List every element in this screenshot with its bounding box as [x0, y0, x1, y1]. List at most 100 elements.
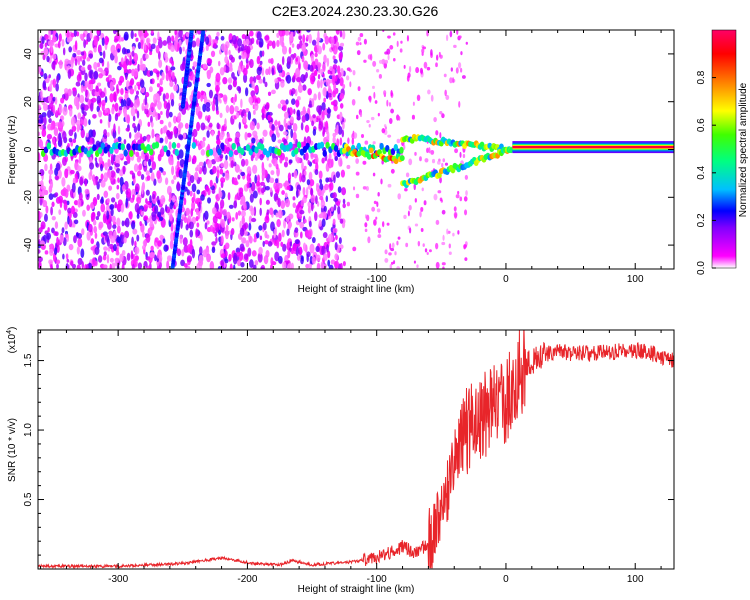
spectrogram-cell: [134, 240, 137, 247]
spectrogram-cell: [319, 141, 325, 149]
spectrogram-cell: [299, 172, 303, 183]
spectrogram-cell: [205, 185, 210, 192]
spectrogram-cell: [119, 169, 124, 177]
spectrogram-cell: [109, 93, 114, 103]
spectrogram-cell: [310, 76, 315, 85]
spectrogram-cell: [237, 259, 242, 267]
spectrogram-cell: [302, 106, 306, 115]
spectrogram-cell: [61, 227, 65, 234]
spectrogram-cell: [224, 55, 229, 64]
spectrogram-cell: [392, 57, 396, 62]
spectrogram-cell: [435, 261, 440, 269]
spectrogram-cell: [206, 82, 211, 88]
spectrogram-cell: [319, 196, 324, 201]
spectrogram-cell: [259, 60, 263, 65]
spectrogram-cell: [73, 219, 79, 225]
spectrogram-cell: [52, 104, 56, 115]
spectrogram-cell: [200, 149, 206, 156]
spectrogram-cell: [178, 169, 183, 179]
x-tick-label: -300: [108, 274, 128, 285]
spectrogram-cell: [307, 206, 311, 214]
spectrogram-cell: [168, 121, 172, 128]
spectrogram-cell: [251, 137, 256, 144]
spectrogram-cell: [71, 125, 77, 132]
spectrogram-cell: [334, 128, 339, 136]
spectrogram-cell: [132, 115, 136, 122]
spectrogram-cell: [83, 39, 87, 49]
spectrogram-cell: [315, 245, 320, 253]
spectrogram-cell: [154, 141, 160, 149]
spectrogram-cell: [214, 231, 218, 238]
spectrogram-cell: [86, 57, 91, 62]
spectrogram-cell: [322, 130, 325, 137]
spectrogram-cell: [390, 148, 396, 156]
spectrogram-cell: [322, 149, 327, 157]
spectrogram-cell: [211, 241, 217, 246]
spectrogram-cell: [137, 262, 143, 269]
spectrogram-cell: [86, 204, 91, 211]
spectrogram-cell: [261, 106, 265, 115]
spectrogram-cell: [240, 261, 245, 268]
spectrogram-cell: [271, 89, 276, 95]
spectrogram-cell: [49, 180, 54, 189]
spectrogram-cell: [176, 160, 180, 168]
spectrogram-cell: [182, 132, 187, 139]
spectrogram-cell: [318, 170, 323, 180]
spectrogram-cell: [165, 92, 170, 100]
spectrogram-cell: [303, 170, 307, 177]
spectrogram-cell: [191, 141, 197, 149]
spectrogram-cell: [450, 167, 456, 174]
spectrogram-cell: [203, 161, 206, 168]
spectrogram-cell: [327, 159, 333, 169]
spectrogram-cell: [55, 259, 61, 265]
spectrogram-cell: [394, 251, 397, 256]
spectrogram-cell: [248, 215, 253, 224]
spectrogram-cell: [84, 178, 88, 187]
spectrogram-cell: [318, 107, 322, 116]
spectrogram-cell: [195, 207, 199, 216]
spectrogram-cell: [136, 97, 140, 106]
spectrogram-cell: [67, 207, 72, 214]
spectrogram-cell: [38, 131, 41, 137]
spectrogram-cell: [200, 122, 206, 131]
spectrogram-cell: [249, 193, 254, 203]
spectrogram-cell: [134, 246, 140, 255]
spectrogram-cell: [40, 89, 43, 99]
spectrogram-cell: [111, 262, 116, 269]
spectrogram-cell: [244, 112, 247, 119]
spectrogram-cell: [329, 181, 334, 191]
spectrogram-cell: [255, 74, 261, 80]
spectrogram-cell: [266, 209, 270, 215]
spectrogram-cell: [176, 142, 181, 149]
spectrogram-cell: [251, 217, 257, 223]
spectrogram-cell: [351, 98, 356, 106]
spectrogram-cell: [68, 46, 73, 53]
spectrogram-cell: [227, 137, 233, 142]
spectrogram-cell: [340, 169, 346, 178]
spectrogram-cell: [137, 41, 142, 50]
spectrogram-cell: [88, 53, 93, 59]
spectrogram-cell: [79, 176, 84, 186]
spectrogram-cell: [406, 75, 410, 82]
spectrogram-cell: [246, 132, 252, 138]
spectrogram-cell: [389, 243, 392, 250]
spectrogram-cell: [157, 211, 162, 218]
spectrogram-cell: [52, 96, 56, 102]
spectrogram-cell: [249, 30, 254, 37]
spectrogram-cell: [113, 38, 119, 43]
spectrogram-cell: [252, 164, 258, 175]
spectrogram-cell: [238, 86, 242, 94]
spectrogram-cell: [72, 87, 77, 92]
spectrogram-cell: [237, 210, 242, 216]
spectrogram-cell: [339, 218, 344, 224]
spectrogram-cell: [270, 257, 274, 266]
spectrogram-y-axis-label: Frequency (Hz): [7, 116, 18, 185]
spectrogram-cell: [416, 94, 421, 102]
spectrogram-cell: [100, 180, 106, 188]
spectrogram-cell: [315, 195, 318, 205]
spectrogram-cell: [171, 179, 175, 185]
spectrogram-cell: [149, 51, 153, 56]
spectrogram-cell: [109, 166, 113, 171]
spectrogram-cell: [357, 36, 362, 42]
spectrogram-cell: [186, 244, 192, 253]
